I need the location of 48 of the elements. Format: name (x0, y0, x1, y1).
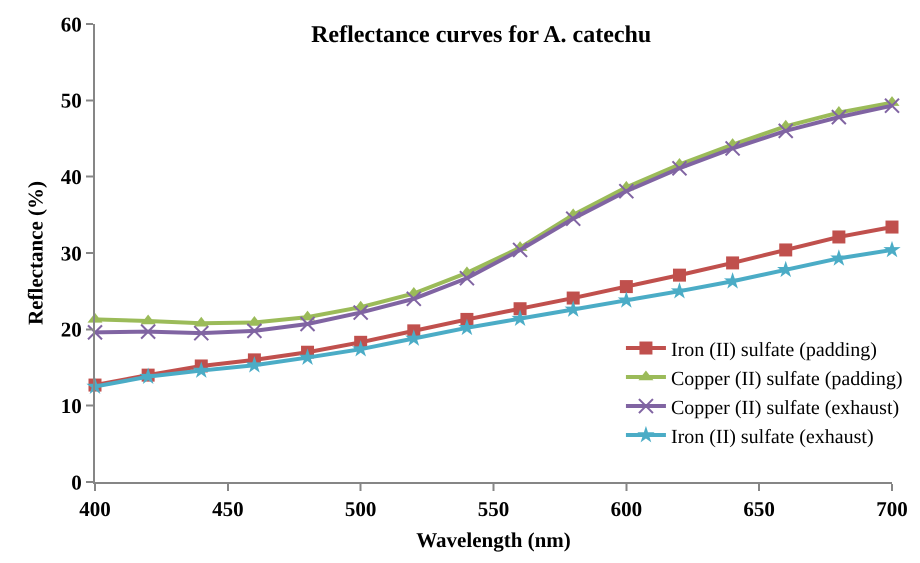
point (458, 270, 475, 286)
point (726, 256, 740, 270)
chart-title: Reflectance curves for A. catechu (311, 22, 652, 48)
y-tick-label: 10 (60, 394, 82, 418)
y-axis-title: Reflectance (%) (23, 180, 48, 326)
x-tick-label: 500 (344, 497, 376, 522)
y-tick-label: 30 (60, 241, 82, 266)
y-tick-label: 50 (60, 88, 82, 113)
x-tick-label: 400 (79, 497, 111, 522)
legend-label: Copper (II) sulfate (padding) (670, 368, 903, 390)
point (566, 292, 580, 305)
point (618, 183, 634, 200)
x-tick-label: 450 (212, 497, 244, 522)
point (779, 243, 792, 256)
point (883, 240, 901, 258)
point (406, 290, 422, 307)
point (246, 356, 264, 373)
point (300, 316, 316, 332)
y-tick-label: 20 (60, 318, 82, 342)
y-tick-label: 40 (60, 165, 82, 190)
point (884, 98, 900, 114)
point (512, 242, 528, 258)
point (724, 140, 741, 156)
point (192, 361, 210, 378)
y-tick-label: 0 (71, 470, 82, 494)
point (778, 122, 794, 139)
point (565, 210, 582, 227)
point (672, 268, 686, 282)
point (246, 322, 262, 339)
point (620, 280, 633, 294)
point (514, 302, 527, 316)
legend-label: Iron (II) sulfate (exhaust) (670, 426, 874, 448)
point (832, 230, 846, 244)
legend-label: Copper (II) sulfate (exhaust) (670, 396, 900, 419)
x-tick-label: 700 (876, 497, 908, 522)
point (886, 220, 898, 234)
point (193, 325, 210, 342)
x-tick-label: 600 (610, 497, 642, 522)
y-tick-label: 60 (60, 12, 82, 36)
point (87, 324, 103, 340)
x-tick-label: 550 (478, 497, 510, 522)
legend-label: Iron (II) sulfate (padding) (670, 338, 877, 361)
point (352, 304, 369, 321)
point (140, 324, 156, 340)
x-axis-title: Wavelength (nm) (416, 528, 571, 552)
x-tick-label: 650 (743, 497, 775, 522)
point (830, 109, 847, 126)
point (671, 160, 688, 176)
